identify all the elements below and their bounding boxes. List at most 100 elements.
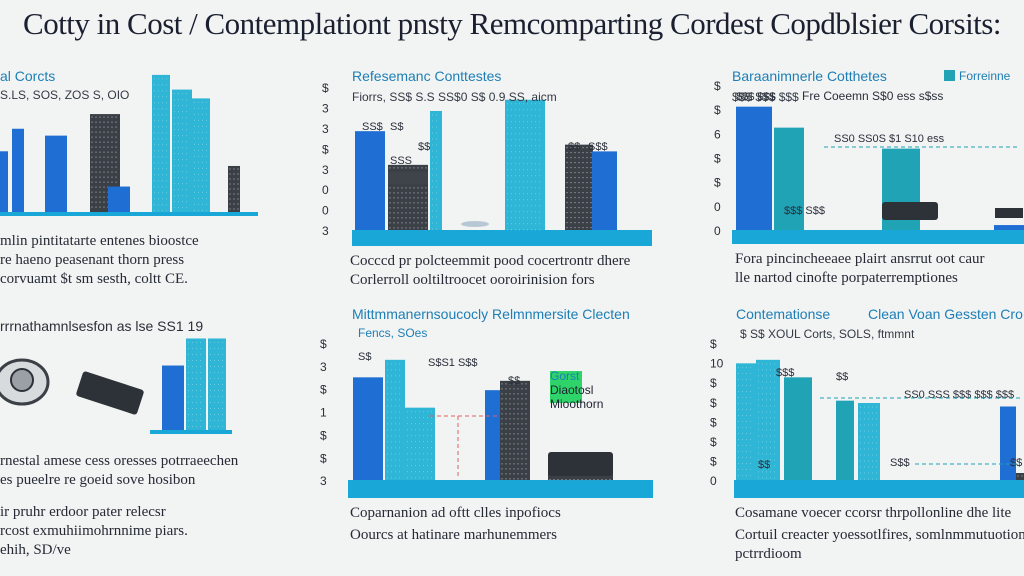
- y-tick-label: $: [710, 455, 717, 469]
- caption-5-line-2: Oourcs at hatinare marhunemmers: [350, 527, 558, 543]
- bar-3-c2: [774, 127, 804, 230]
- bar-2-cap: [388, 172, 428, 184]
- data-label: $$: [758, 459, 770, 471]
- router-icon: [76, 371, 144, 415]
- chart-panel-5: $3 $1 $ $3 S$ S$S1 S$$ $$ Mittmmanernsoucocly …: [300, 300, 655, 500]
- caption-2-line-2: Corlerroll ooltiltroocet ooroirinision f…: [350, 272, 595, 288]
- y-tick-label: $: [714, 152, 721, 166]
- data-label: $$: [418, 141, 430, 153]
- chart-title-6b: Clean Voan Gessten Cro: [868, 306, 1023, 322]
- y-tick-label: 3: [320, 360, 327, 374]
- data-label: $$: [568, 141, 580, 153]
- chart-title-5: Mittmmanernsoucocly Relmnmersite Clecten: [352, 306, 630, 322]
- chart-panel-1: al Corcts S.LS, SOS, ZOS S, OIO: [0, 62, 262, 222]
- caption-1-line-1: mlin pintitatarte entenes bioostce: [0, 233, 199, 249]
- data-label: SSS: [390, 155, 412, 167]
- data-label: $$$ $$$: [736, 91, 776, 103]
- data-label: S$$: [890, 457, 910, 469]
- y-tick-label: 0: [714, 200, 721, 214]
- bar-3-c1: [736, 106, 772, 230]
- caption-4-line-4: rcost exmuhiimohrnnime piars.: [0, 523, 188, 539]
- bar-1-c2: [12, 128, 24, 212]
- y-tick-label: 10: [710, 357, 724, 371]
- bar-6-c4: [836, 400, 854, 480]
- caption-4-line-3: ir pruhr erdoor pater relecsr: [0, 504, 166, 520]
- y-tick-label: 0: [710, 474, 717, 488]
- speaker-icon-center: [10, 368, 34, 392]
- bar-1-c3: [45, 135, 67, 212]
- annotation: Fre Coeemn S$0 ess s$ss: [802, 89, 943, 103]
- chart-subtitle-3: $$$ $$$ $$$: [732, 90, 799, 104]
- y-tick-label: 3: [322, 224, 329, 238]
- y-tick-label: $: [714, 79, 721, 93]
- x-axis-5: [348, 480, 653, 498]
- chart-svg-6: $10$$$$$0$$$ $$$$SS0 SSS $$$ $$$ $$$S$$ $$: [710, 337, 1024, 498]
- caption-1-line-2: re haeno peasenant thorn press: [0, 252, 185, 268]
- chart-svg-4: [0, 338, 232, 434]
- caption-4-line-1: rnestal amese cess oresses potrraeechen: [0, 453, 239, 469]
- y-tick-label: $: [320, 383, 327, 397]
- caption-4-line-2: es pueelre re goeid sove hosibon: [0, 472, 196, 488]
- data-label: S$S1 S$$: [428, 357, 478, 369]
- data-label: S$: [358, 351, 371, 363]
- y-tick-label: 3: [322, 163, 329, 177]
- y-tick-label: 3: [322, 122, 329, 136]
- caption-5-line-1: Coparnanion ad oftt clles inpofiocs: [350, 505, 561, 521]
- chart-subtitle-2: Fiorrs, SS$ S.S SS$0 S$ 0.9 SS, aicm: [352, 90, 557, 104]
- bar-6-c7: [1016, 473, 1024, 480]
- bar-6-c2: [756, 359, 780, 480]
- bar-1-c5: [108, 186, 130, 212]
- y-tick-label: 3: [320, 474, 327, 488]
- bar-2-c6: [592, 151, 617, 230]
- bar-2-c1: [355, 131, 385, 230]
- data-label: $$: [1010, 457, 1022, 469]
- chart-svg-1: [0, 74, 258, 216]
- device-icon-3b: [995, 208, 1023, 218]
- x-axis-4: [150, 430, 232, 434]
- y-tick-label: $: [710, 376, 717, 390]
- bar-4-c3: [208, 338, 226, 430]
- chart-legend-5: Gorst Diaotosl Mioothorn: [550, 369, 603, 411]
- caption-6-line-1: Cosamane voecer ccorsr thrpollonline dhe…: [735, 505, 1012, 521]
- bar-2-c3: [430, 110, 442, 230]
- y-tick-label: 0: [322, 183, 329, 197]
- caption-4-line-5: ehih, SD/ve: [0, 542, 71, 558]
- caption-6-line-3: pctrrdioom: [735, 546, 802, 562]
- bar-5-c5: [500, 380, 530, 480]
- caption-6-line-2: Cortuil creacter yoessotlfires, somlnmmu…: [735, 527, 1024, 543]
- y-tick-label: $: [714, 176, 721, 190]
- y-tick-label: $: [710, 435, 717, 449]
- chart-title-2: Refesemanc Conttestes: [352, 68, 502, 84]
- chart-svg-3: $ $6 $ $0 0 SS0 SS0S $1 S10 ess $$$ $$$ $$$ S$$…: [714, 79, 1024, 244]
- chart-title-1: al Corcts: [0, 68, 56, 84]
- chart-svg-2: $3 3 $3 0 0 3 SS$ S$ $$ SSS $$ S$$: [322, 81, 652, 246]
- chart-title-6: Contemationse: [736, 306, 831, 322]
- bar-1-c1: [0, 151, 8, 212]
- y-tick-label: $: [714, 103, 721, 117]
- data-label: $$: [836, 371, 848, 383]
- chart-legend-3: Forreinne: [944, 69, 1010, 83]
- data-label: $$$ S$$: [784, 205, 825, 217]
- chart-subtitle-6: $ S$ XOUL Corts, SOLS, ftmmnt: [740, 327, 915, 341]
- y-tick-label: $: [322, 142, 329, 156]
- y-tick-label: $: [320, 428, 327, 442]
- caption-3-line-1: Fora pincincheeaee plairt ansrrut oot ca…: [735, 251, 985, 267]
- chart-title-4: rrrnathamnlsesfon as lse SS1 19: [0, 318, 204, 334]
- data-label: $$$: [776, 367, 794, 379]
- caption-1-line-3: corvuamt $t sm sesth, coltt CE.: [0, 271, 188, 287]
- x-axis-2: [352, 230, 652, 246]
- device-icon-5: [548, 452, 613, 476]
- data-label: SS0 SSS $$$ $$$ $$$: [904, 389, 1014, 401]
- data-label: SS0 SS0S $1 S10 ess: [834, 133, 945, 145]
- x-axis-1: [0, 212, 258, 216]
- data-label: $$: [508, 375, 520, 387]
- data-label: S$: [390, 121, 403, 133]
- bar-4-c1: [162, 365, 184, 430]
- y-tick-label: 1: [320, 406, 327, 420]
- y-tick-label: 3: [322, 101, 329, 115]
- bar-6-c3: [784, 377, 812, 480]
- bar-2-c4: [505, 99, 545, 230]
- bar-1-c8: [192, 98, 210, 212]
- y-tick-label: $: [322, 81, 329, 95]
- chart-subtitle-1: S.LS, SOS, ZOS S, OIO: [0, 88, 130, 102]
